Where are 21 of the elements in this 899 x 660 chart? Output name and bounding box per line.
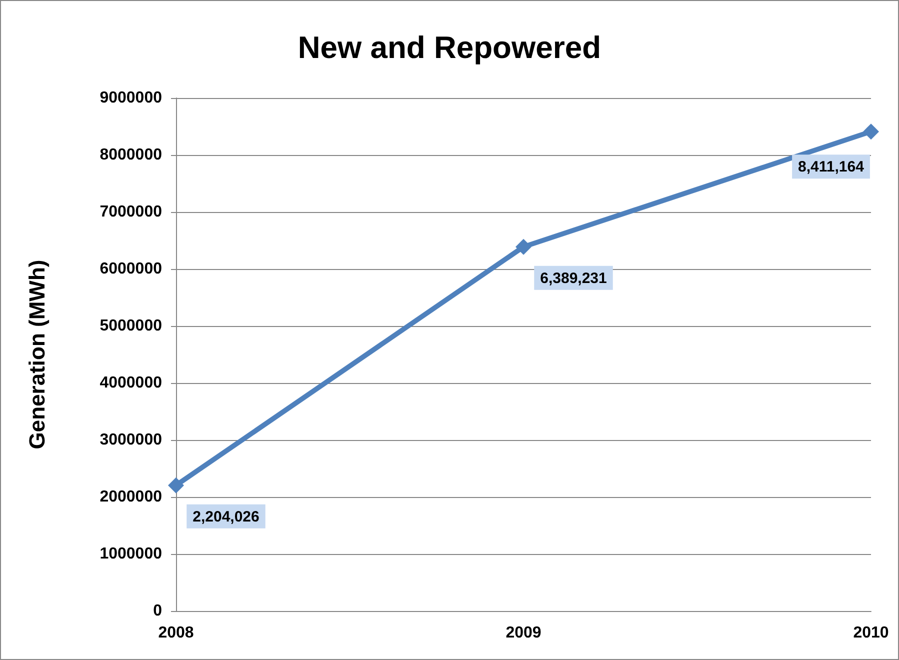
x-tick-label: 2008 <box>158 624 194 642</box>
data-label: 8,411,164 <box>798 158 865 176</box>
x-tick-label: 2010 <box>853 624 889 642</box>
y-tick-label: 6000000 <box>100 260 162 278</box>
y-tick-label: 9000000 <box>100 90 162 106</box>
y-tick-label: 5000000 <box>100 318 162 334</box>
y-tick-label: 3000000 <box>100 432 162 448</box>
point <box>516 238 532 255</box>
point <box>168 477 184 494</box>
y-tick-label: 7000000 <box>100 204 162 220</box>
y-tick-label: 8000000 <box>100 146 162 164</box>
y-tick-label: 4000000 <box>100 374 162 392</box>
data-label: 6,389,231 <box>540 270 607 287</box>
point <box>863 124 879 140</box>
y-tick-label: 0 <box>153 602 162 620</box>
chart-title: New and Repowered <box>298 30 602 65</box>
y-tick-label: 2000000 <box>100 488 162 506</box>
y-tick-label: 1000000 <box>100 546 162 562</box>
data-label: 2,204,026 <box>192 508 260 526</box>
y-axis-title: Generation (MWh) <box>24 260 50 450</box>
x-tick-label: 2009 <box>506 624 542 642</box>
